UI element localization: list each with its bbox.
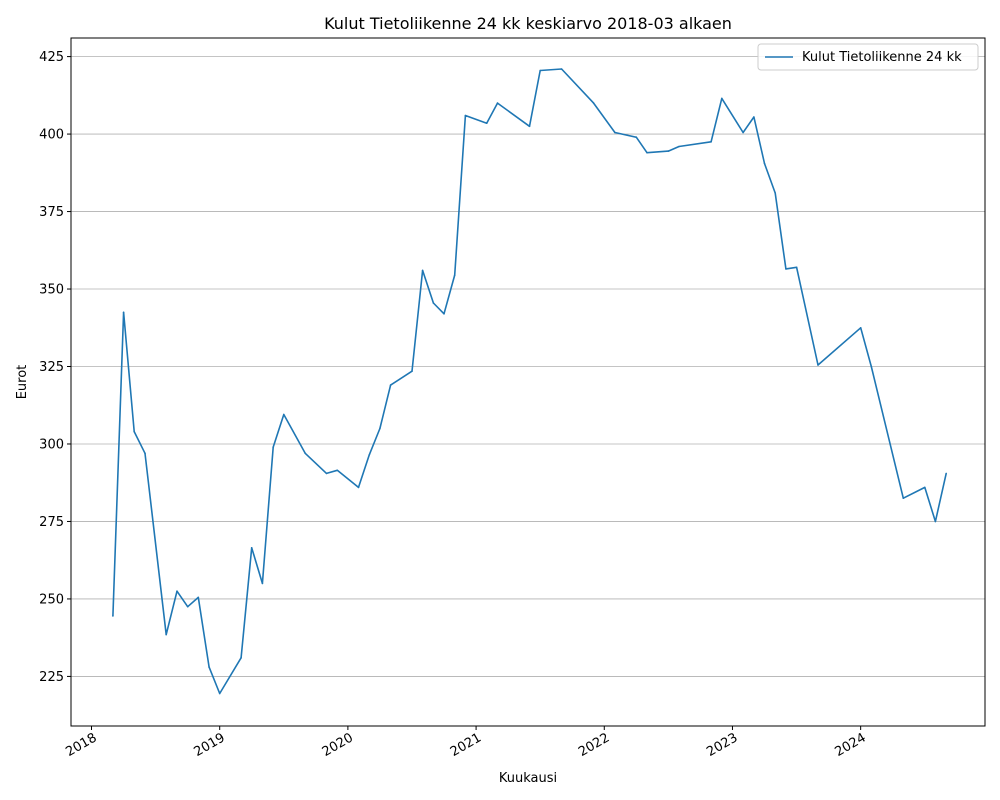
data-point [218, 692, 221, 695]
data-point [934, 520, 937, 523]
legend-box [757, 43, 979, 71]
data-point [432, 302, 435, 304]
data-point [763, 162, 766, 165]
data-point [710, 141, 712, 143]
data-point [924, 486, 926, 489]
data-point [368, 454, 371, 456]
data-point [283, 413, 285, 416]
data-point [261, 582, 264, 585]
y-tick-label: 375 [39, 205, 64, 220]
data-point [721, 97, 723, 100]
data-point [250, 547, 253, 549]
data-point [528, 125, 531, 128]
y-tick-label: 250 [39, 592, 64, 607]
x-axis-label: Kuukausi [499, 771, 557, 786]
data-point [646, 151, 648, 154]
y-gridlines [71, 56, 985, 677]
y-tick-label: 400 [39, 128, 64, 143]
data-point [133, 430, 135, 433]
data-point [859, 327, 862, 329]
data-point [112, 615, 114, 617]
data-point [753, 116, 755, 118]
plot-area-frame [70, 37, 986, 727]
data-point [742, 131, 744, 134]
data-point [560, 68, 563, 70]
data-point [176, 590, 178, 592]
data-point [614, 131, 616, 134]
data-point [208, 666, 210, 668]
series-line [112, 68, 947, 695]
data-point [678, 145, 680, 148]
data-point [144, 452, 146, 455]
data-point [592, 102, 595, 104]
data-point [165, 633, 167, 636]
y-tick-label: 300 [39, 437, 64, 452]
series-group [112, 68, 947, 695]
data-point [464, 114, 467, 117]
data-point [902, 497, 905, 500]
y-tick-label: 225 [39, 670, 64, 685]
y-axis-label: Eurot [15, 365, 30, 400]
legend-label: Kulut Tietoliikenne 24 kk [802, 50, 962, 65]
data-point [357, 486, 360, 489]
data-point [443, 313, 445, 315]
y-tick-label: 350 [39, 283, 64, 298]
data-point [122, 311, 125, 314]
data-point [870, 365, 873, 368]
data-point [945, 472, 947, 475]
data-point [635, 136, 638, 138]
data-point [325, 472, 328, 475]
data-point [496, 102, 499, 104]
data-point [197, 596, 200, 599]
data-point [186, 605, 189, 608]
data-point [785, 268, 787, 270]
data-point [539, 69, 541, 72]
data-point [411, 370, 413, 373]
data-point [453, 274, 456, 276]
data-point [774, 192, 776, 194]
data-point [336, 469, 339, 472]
data-point [304, 452, 307, 455]
data-point [240, 657, 242, 659]
data-point [485, 122, 488, 124]
data-point [421, 269, 424, 272]
y-tick-label: 325 [39, 360, 64, 375]
data-point [379, 427, 381, 430]
y-tick-label: 425 [39, 50, 64, 65]
chart-title: Kulut Tietoliikenne 24 kk keskiarvo 2018… [324, 14, 732, 33]
data-point [667, 150, 670, 152]
data-point [272, 446, 275, 448]
y-axis-ticks: 225 250 275 300 325 350 375 400 425 [39, 50, 71, 685]
data-point [389, 384, 392, 386]
legend: Kulut Tietoliikenne 24 kk [757, 43, 979, 71]
data-point [817, 364, 819, 366]
data-point [795, 266, 798, 269]
y-tick-label: 275 [39, 515, 64, 530]
